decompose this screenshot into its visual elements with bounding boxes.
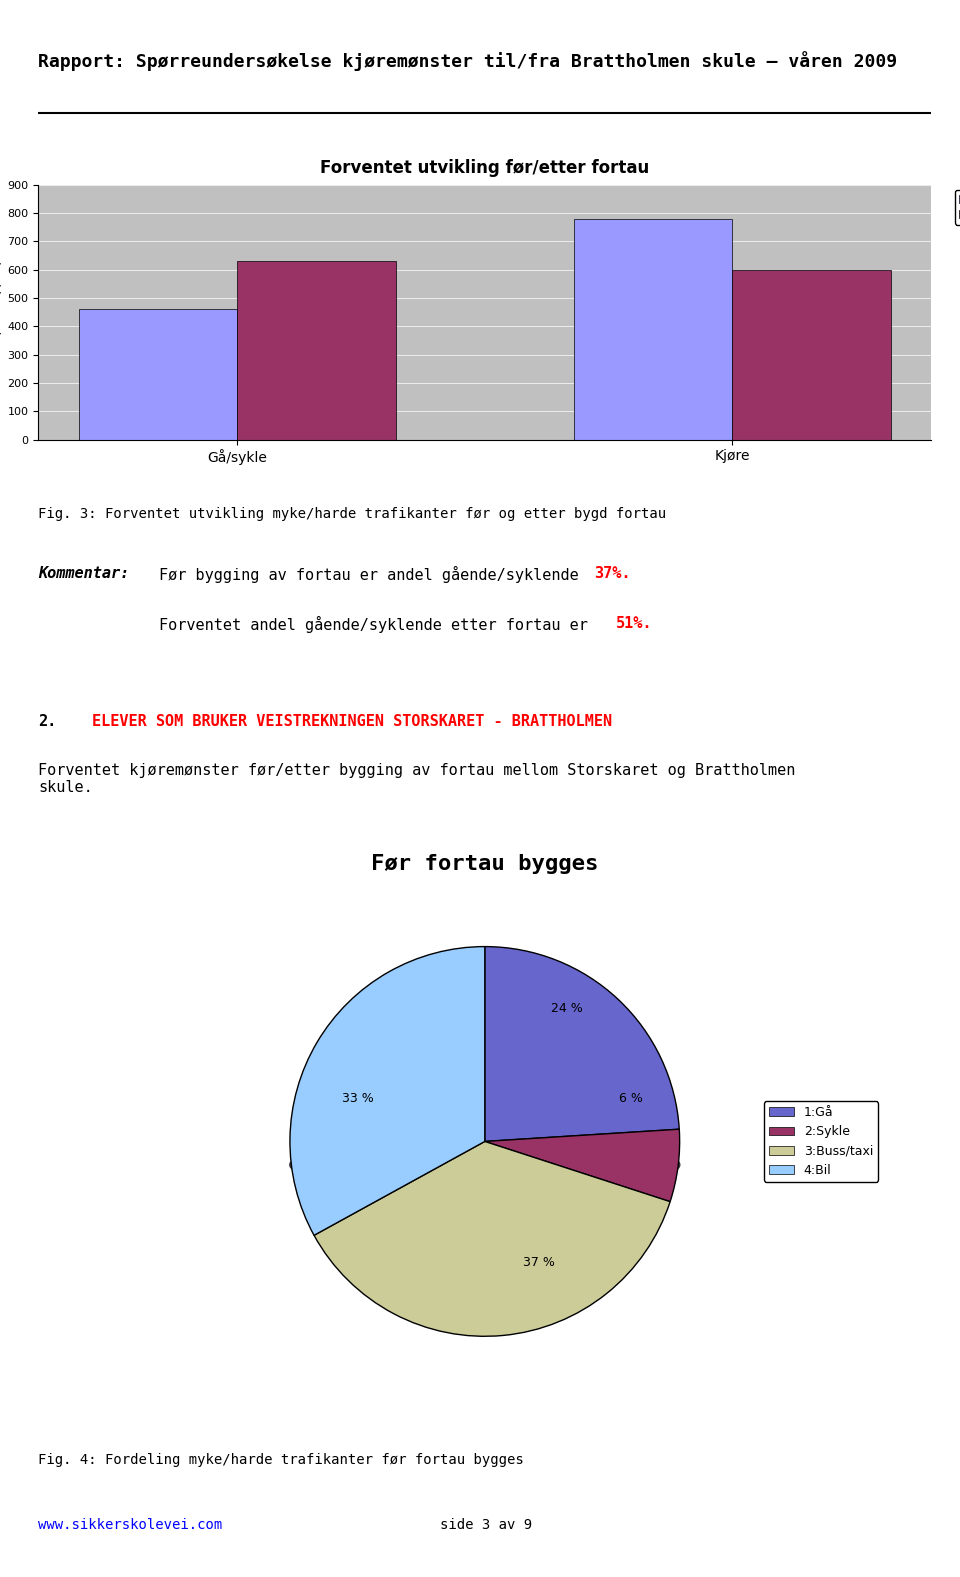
- Text: 2.: 2.: [38, 714, 57, 729]
- Bar: [732, 270, 891, 440]
- Y-axis label: antall transportetapper pr. uke: antall transportetapper pr. uke: [0, 227, 2, 397]
- Text: ELEVER SOM BRUKER VEISTREKNINGEN STORSKARET - BRATTHOLMEN: ELEVER SOM BRUKER VEISTREKNINGEN STORSKA…: [92, 714, 612, 729]
- Ellipse shape: [290, 1137, 680, 1192]
- Bar: [237, 262, 396, 440]
- Bar: [79, 309, 237, 440]
- Wedge shape: [314, 1142, 670, 1336]
- Text: 37 %: 37 %: [523, 1255, 555, 1269]
- Text: www.sikkerskolevei.com: www.sikkerskolevei.com: [38, 1517, 223, 1531]
- Wedge shape: [485, 946, 680, 1142]
- Bar: [574, 219, 732, 440]
- Text: Rapport: Spørreundersøkelse kjøremønster til/fra Brattholmen skule – våren 2009: Rapport: Spørreundersøkelse kjøremønster…: [38, 50, 898, 71]
- Text: Fig. 4: Fordeling myke/harde trafikanter før fortau bygges: Fig. 4: Fordeling myke/harde trafikanter…: [38, 1452, 524, 1467]
- Wedge shape: [290, 946, 485, 1235]
- Text: Fig. 3: Forventet utvikling myke/harde trafikanter før og etter bygd fortau: Fig. 3: Forventet utvikling myke/harde t…: [38, 508, 666, 522]
- Text: side 3 av 9: side 3 av 9: [440, 1517, 532, 1531]
- Text: Forventet andel gående/syklende etter fortau er: Forventet andel gående/syklende etter fo…: [159, 617, 606, 632]
- Text: 24 %: 24 %: [551, 1003, 583, 1016]
- Text: 37%.: 37%.: [594, 566, 631, 580]
- Text: 6 %: 6 %: [619, 1093, 643, 1105]
- Text: 33 %: 33 %: [343, 1093, 374, 1105]
- Wedge shape: [485, 1129, 680, 1202]
- Text: Kommentar:: Kommentar:: [38, 566, 130, 580]
- Legend: Før bygging av fortau:, Etter bygging av fortau:: Før bygging av fortau:, Etter bygging av…: [954, 191, 960, 224]
- Text: Før bygging av fortau er andel gående/syklende: Før bygging av fortau er andel gående/sy…: [159, 566, 588, 583]
- Title: Forventet utvikling før/etter fortau: Forventet utvikling før/etter fortau: [321, 159, 649, 178]
- Legend: 1:Gå, 2:Sykle, 3:Buss/taxi, 4:Bil: 1:Gå, 2:Sykle, 3:Buss/taxi, 4:Bil: [763, 1101, 878, 1181]
- Text: Forventet kjøremønster før/etter bygging av fortau mellom Storskaret og Bratthol: Forventet kjøremønster før/etter bygging…: [38, 763, 796, 795]
- Title: Før fortau bygges: Før fortau bygges: [372, 855, 598, 874]
- Text: 51%.: 51%.: [616, 617, 653, 631]
